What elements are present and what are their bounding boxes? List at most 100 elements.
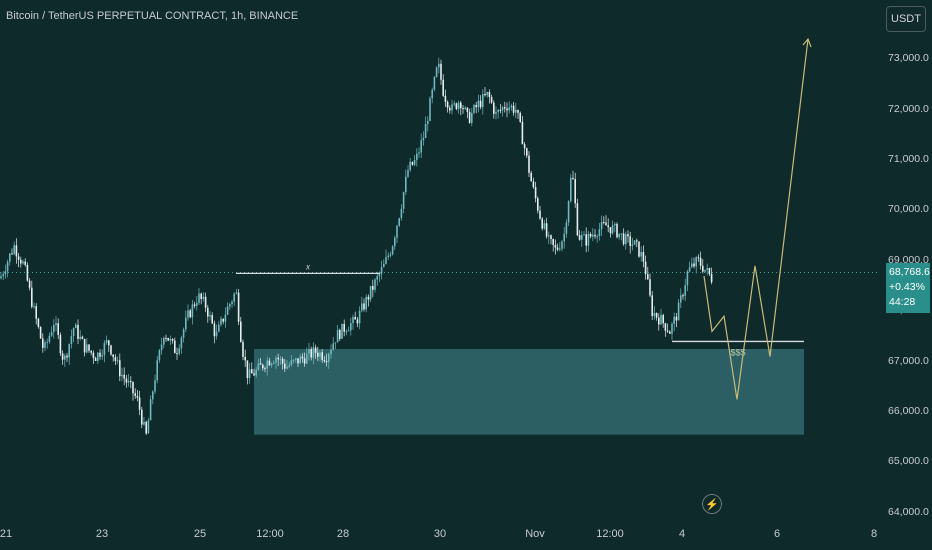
candle-body <box>83 338 86 353</box>
candle-body <box>684 285 686 296</box>
candle-body <box>132 381 134 394</box>
projection-path[interactable] <box>703 38 809 400</box>
price-tick-label: 67,000.0 <box>888 354 929 367</box>
candle-body <box>682 295 684 297</box>
candle-body <box>53 324 55 332</box>
candle-body <box>664 323 667 331</box>
candle-body <box>585 234 587 246</box>
candle-body <box>323 359 326 362</box>
candle-body <box>466 107 469 112</box>
candle-body <box>618 233 620 238</box>
candle-body <box>64 355 66 360</box>
candle-body <box>119 360 121 377</box>
candle-body <box>262 364 264 369</box>
last-price-tag: 68,768.6 +0.43% 44:28 <box>886 263 930 313</box>
candle-body <box>50 331 53 336</box>
candle-body <box>343 323 345 332</box>
candle-body <box>675 316 678 321</box>
candle-body <box>61 353 64 360</box>
candle-body <box>143 421 145 425</box>
price-tick-label: 70,000.0 <box>888 203 929 216</box>
candle-body <box>545 223 548 237</box>
candle-body <box>37 318 40 327</box>
candle-body <box>70 336 73 345</box>
candle-body <box>138 397 141 410</box>
candle-body <box>286 366 288 369</box>
candle-body <box>409 161 411 171</box>
candle-body <box>693 263 695 267</box>
candle-body <box>248 369 251 379</box>
candle-body <box>182 329 185 338</box>
candle-body <box>649 279 651 296</box>
candle-body <box>688 267 691 272</box>
candle-body <box>123 374 125 379</box>
candle-body <box>163 337 165 345</box>
sss-label: $$$ <box>730 347 745 357</box>
candle-body <box>215 331 218 337</box>
candle-body <box>127 380 130 383</box>
candle-body <box>431 89 433 99</box>
candle-body <box>662 314 664 324</box>
candle-body <box>308 348 310 354</box>
candle-body <box>389 254 392 256</box>
candle-body <box>55 323 57 325</box>
candle-body <box>20 259 22 264</box>
candle-body <box>147 420 150 434</box>
candle-body <box>226 306 229 315</box>
candle-body <box>486 91 488 96</box>
candle-body <box>242 341 244 357</box>
candle-body <box>517 109 519 113</box>
candle-body <box>464 107 466 109</box>
candle-body <box>609 227 612 234</box>
candle-body <box>339 329 341 339</box>
candle-body <box>257 363 260 370</box>
candle-body <box>592 234 594 237</box>
candle-body <box>2 274 4 277</box>
candle-body <box>658 317 660 325</box>
candle-body <box>189 310 191 318</box>
candle-body <box>704 269 706 272</box>
candle-body <box>57 323 59 335</box>
candle-body <box>669 331 671 334</box>
candle-body <box>374 279 376 290</box>
candle-body <box>666 330 669 332</box>
candle-body <box>110 345 112 355</box>
candle-body <box>270 363 273 366</box>
candle-body <box>653 312 656 317</box>
candle-body <box>310 348 312 358</box>
currency-button[interactable]: USDT <box>886 6 926 32</box>
candle-body <box>482 94 484 108</box>
candle-body <box>638 241 640 257</box>
lightning-bolt-icon[interactable]: ⚡ <box>702 494 722 514</box>
candle-body <box>233 293 235 302</box>
candle-body <box>312 347 315 358</box>
candle-body <box>600 222 603 230</box>
candle-body <box>435 67 438 77</box>
candle-body <box>611 225 614 234</box>
candle-body <box>526 148 528 156</box>
candle-body <box>134 393 136 396</box>
candle-body <box>178 348 180 354</box>
candle-body <box>422 138 425 141</box>
time-tick-label: 30 <box>433 528 447 540</box>
time-tick-label: Nov <box>525 528 545 540</box>
price-tick-label: 69,000.0 <box>888 253 929 266</box>
candle-body <box>268 360 271 366</box>
candle-body <box>202 296 205 299</box>
candle-body <box>651 295 653 317</box>
candle-body <box>471 112 473 123</box>
candle-body <box>0 276 2 279</box>
time-tick-label: 8 <box>870 528 878 540</box>
candle-body <box>363 303 365 310</box>
candle-body <box>427 120 429 125</box>
candle-body <box>284 363 286 369</box>
candle-body <box>345 331 348 333</box>
candle-body <box>356 319 359 324</box>
candle-body <box>413 159 416 165</box>
candle-body <box>77 324 79 339</box>
candle-body <box>552 238 554 245</box>
candle-body <box>686 271 689 286</box>
candle-body <box>539 210 541 219</box>
candle-body <box>559 248 561 250</box>
